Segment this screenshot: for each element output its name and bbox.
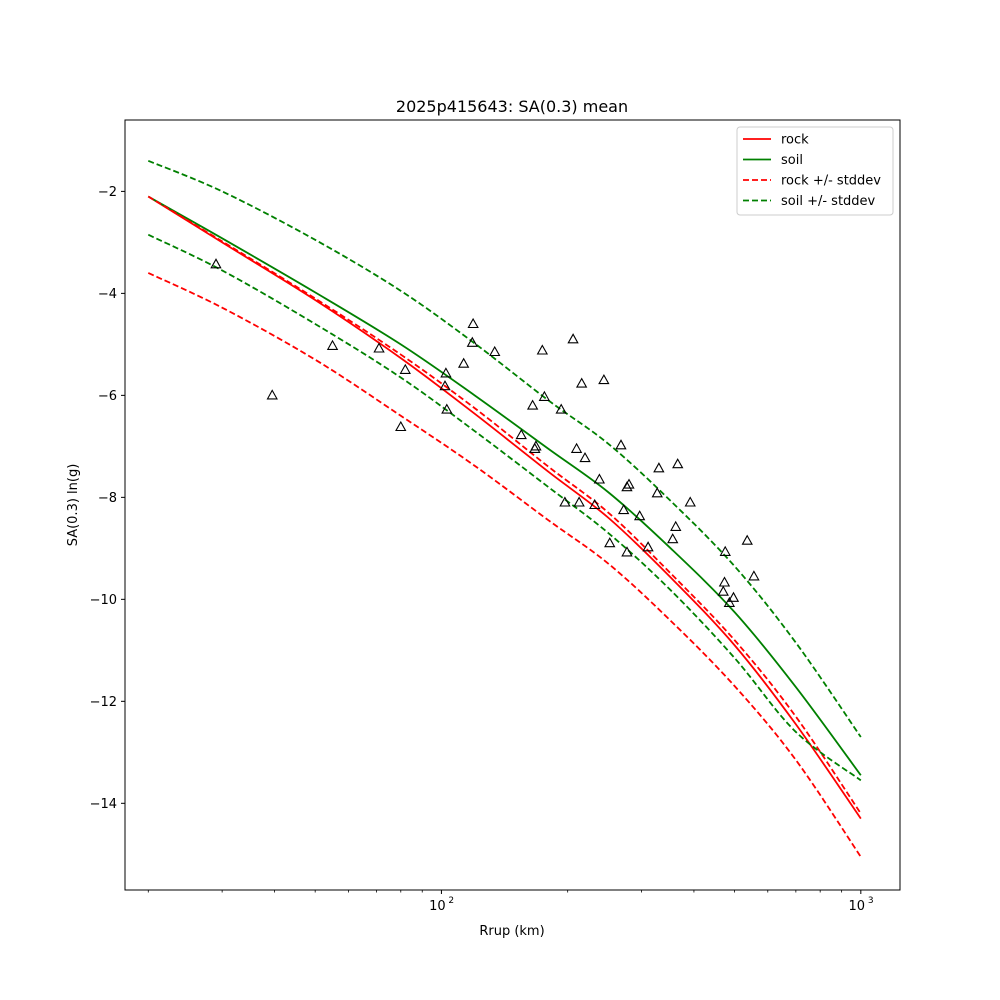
data-point [670, 520, 682, 531]
y-axis-label: SA(0.3) ln(g) [66, 464, 81, 547]
series-line-3 [147, 272, 862, 858]
data-point [466, 336, 479, 347]
data-point [684, 496, 696, 507]
data-point [633, 510, 646, 521]
legend-label: soil +/- stddev [781, 194, 876, 209]
y-tick-label: −12 [90, 695, 117, 710]
data-point [555, 403, 567, 414]
legend-label: rock +/- stddev [781, 174, 881, 189]
data-point [399, 363, 411, 374]
data-point [653, 462, 665, 473]
data-point [467, 317, 479, 329]
data-point [440, 367, 452, 378]
y-tick-label: −4 [98, 287, 117, 302]
y-tick-label: −10 [90, 593, 117, 608]
data-point [457, 357, 470, 368]
data-point [373, 342, 385, 353]
data-point [623, 478, 635, 489]
y-tick-label: −2 [98, 185, 117, 200]
data-point [530, 440, 542, 451]
data-point [573, 496, 585, 507]
data-point [536, 344, 549, 355]
x-axis-label: Rrup (km) [479, 924, 544, 939]
data-point [719, 545, 731, 556]
data-point [326, 339, 339, 350]
plot-frame [124, 119, 901, 891]
data-point [741, 534, 753, 545]
series-line-2 [147, 195, 862, 815]
data-point [598, 373, 610, 385]
data-point [593, 473, 606, 484]
data-point [717, 585, 729, 596]
legend-box [736, 126, 894, 216]
data-point [723, 596, 736, 607]
legend-label: rock [781, 133, 809, 148]
data-point [526, 399, 539, 410]
y-tick-label: −6 [98, 389, 117, 404]
data-point [642, 541, 654, 552]
data-point [617, 503, 630, 515]
data-point [589, 498, 601, 510]
data-point [395, 420, 407, 432]
data-point [579, 451, 591, 463]
data-point [441, 403, 453, 414]
x-tick-label: 10 [429, 899, 446, 914]
chart-title: 2025p415643: SA(0.3) mean [396, 97, 628, 116]
data-point [604, 537, 616, 548]
series-line-0 [147, 195, 862, 820]
data-point [667, 533, 679, 544]
data-point [727, 591, 740, 602]
series-line-1 [147, 195, 862, 776]
data-point [672, 458, 684, 469]
data-point [210, 258, 222, 269]
data-point [439, 380, 451, 391]
data-point [489, 345, 501, 357]
legend-label: soil [781, 153, 803, 168]
data-point [621, 546, 633, 557]
legend: rock soil rock +/- stddev soil +/- stddev [736, 126, 894, 216]
series-line-5 [147, 233, 862, 782]
data-point [567, 333, 579, 344]
y-tick-label: −14 [90, 797, 117, 812]
plot-area [147, 159, 862, 858]
data-point [559, 496, 571, 507]
data-point [515, 428, 527, 440]
data-point [748, 570, 760, 581]
data-point [615, 439, 627, 450]
data-point [538, 390, 551, 401]
data-point [575, 377, 588, 388]
x-tick-exponent: 3 [868, 896, 874, 906]
x-tick-label: 10 [849, 899, 866, 914]
data-point [718, 576, 731, 587]
data-point [266, 389, 278, 400]
data-point [651, 487, 663, 498]
x-tick-exponent: 2 [448, 896, 454, 906]
data-point [570, 442, 583, 453]
y-tick-label: −8 [98, 491, 117, 506]
